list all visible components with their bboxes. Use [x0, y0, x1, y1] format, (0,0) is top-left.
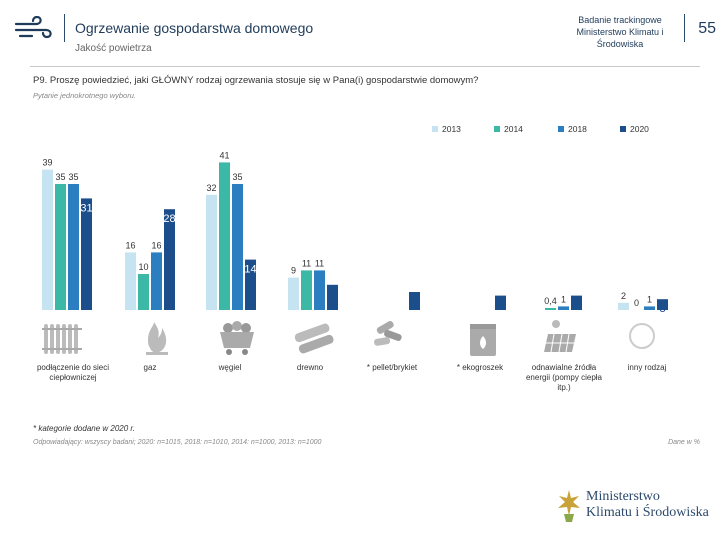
coal-cart-icon: [220, 321, 254, 355]
value-label: 31: [80, 202, 92, 214]
base-note: Odpowiadający: wszyscy badani; 2020: n=1…: [33, 439, 322, 446]
category-label: drewno: [296, 363, 324, 372]
value-label: 41: [219, 150, 229, 160]
wind-logo-icon: [14, 16, 52, 39]
value-label: 9: [291, 266, 296, 276]
bar-2018-2: [232, 184, 243, 310]
chart-bars: [42, 162, 668, 310]
page-title: Ogrzewanie gospodarstwa domowego: [75, 20, 314, 36]
legend-item-2013: 2013: [432, 124, 461, 134]
bar-2020-3: [327, 284, 338, 310]
bar-2014-6: [545, 308, 556, 310]
value-label: 35: [55, 172, 65, 182]
legend-label: 2013: [442, 124, 461, 134]
legend-label: 2020: [630, 124, 649, 134]
data-unit-note: Dane w %: [668, 439, 700, 446]
category-icons: [42, 320, 655, 356]
header-divider: [64, 14, 65, 42]
value-label: 7: [329, 289, 335, 301]
bar-2020-4: [409, 292, 420, 310]
bar-2018-3: [314, 270, 325, 310]
bar-2013-7: [618, 302, 629, 310]
page-subtitle: Jakość powietrza: [75, 43, 152, 54]
ministry-name-line2: Klimatu i Środowiska: [586, 505, 709, 520]
bar-2014-2: [219, 162, 230, 310]
legend-label: 2018: [568, 124, 587, 134]
legend-item-2018: 2018: [558, 124, 587, 134]
bar-2013-2: [206, 194, 217, 310]
value-label: 4: [497, 300, 503, 312]
value-label: 3: [659, 303, 665, 315]
bar-2020-2: [245, 259, 256, 310]
value-label: 28: [163, 213, 175, 225]
value-label: 11: [302, 258, 311, 268]
bar-2020-0: [81, 198, 92, 310]
value-label: 0: [634, 298, 639, 308]
question-text: P9. Proszę powiedzieć, jaki GŁÓWNY rodza…: [33, 75, 479, 86]
value-label: 2: [621, 291, 626, 301]
question-icon: [629, 323, 655, 349]
ministry-emblem-icon: [558, 490, 580, 522]
bar-2013-0: [42, 169, 53, 310]
top-rule: [30, 66, 700, 67]
value-label: 16: [125, 240, 135, 250]
bar-2018-0: [68, 184, 79, 310]
bar-2014-1: [138, 274, 149, 310]
value-label: 10: [138, 262, 148, 272]
footnote: * kategorie dodane w 2020 r.: [33, 424, 135, 433]
legend-item-2020: 2020: [620, 124, 649, 134]
value-label: 39: [42, 158, 52, 168]
value-label: 0,4: [544, 296, 557, 306]
category-label: odnawialne źródła energii (pompy ciepła …: [525, 363, 603, 392]
bar-2020-6: [571, 295, 582, 310]
ministry-name: Ministerstwo Klimatu i Środowiska: [586, 489, 709, 521]
question-note: Pytanie jednokrotnego wyboru.: [33, 91, 136, 100]
solar-panel-icon: [544, 320, 576, 353]
header-right-divider: [684, 14, 685, 42]
value-label: 1: [561, 294, 566, 304]
bar-2014-3: [301, 270, 312, 310]
bar-2020-5: [495, 295, 506, 310]
page-number: 55: [698, 20, 716, 37]
category-label: * ekogroszek: [456, 363, 504, 372]
firewood-icon: [294, 323, 334, 354]
bar-2018-7: [644, 306, 655, 310]
value-label: 35: [68, 172, 78, 182]
value-label: 5: [411, 296, 417, 308]
value-label: 16: [151, 240, 161, 250]
value-label: 11: [315, 258, 324, 268]
radiator-icon: [42, 324, 82, 354]
tracking-note: Badanie trackingowe Ministerstwo Klimatu…: [576, 15, 664, 49]
category-label: węgiel: [218, 363, 242, 372]
ekogroszek-bag-icon: [470, 324, 496, 356]
bar-2020-1: [164, 209, 175, 310]
pellet-icon: [374, 321, 402, 346]
bar-2020-7: [657, 299, 668, 310]
value-label: 1: [647, 294, 652, 304]
bar-2013-1: [125, 252, 136, 310]
category-label: podłączenie do sieci ciepłowniczej: [36, 363, 110, 382]
category-label: gaz: [143, 363, 157, 372]
legend-item-2014: 2014: [494, 124, 523, 134]
value-label: 4: [573, 300, 579, 312]
value-label: 32: [206, 183, 216, 193]
value-label: 35: [232, 172, 242, 182]
bar-2018-1: [151, 252, 162, 310]
chart-legend: 2013 2014 2018 2020: [432, 124, 649, 134]
bar-2018-6: [558, 306, 569, 310]
category-label: * pellet/brykiet: [366, 363, 418, 372]
legend-label: 2014: [504, 124, 523, 134]
value-label: 14: [244, 264, 256, 276]
gas-flame-icon: [146, 322, 168, 355]
bar-2013-3: [288, 277, 299, 310]
ministry-name-line1: Ministerstwo: [586, 489, 660, 504]
bar-2014-0: [55, 184, 66, 310]
category-label: inny rodzaj: [627, 363, 667, 372]
